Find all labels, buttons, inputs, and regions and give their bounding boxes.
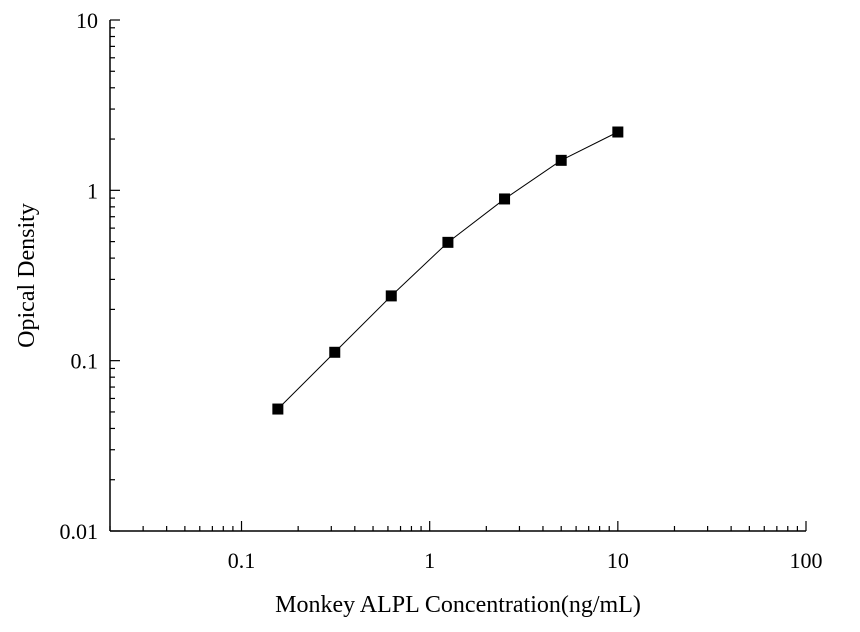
data-point-marker <box>442 236 454 248</box>
y-tick-label: 0.01 <box>60 519 99 544</box>
axes <box>109 20 806 532</box>
data-point-marker <box>329 346 341 358</box>
ticks <box>109 19 807 532</box>
y-axis-title: Opical Density <box>14 203 40 348</box>
data-point-marker <box>555 154 567 166</box>
y-tick-label: 10 <box>76 8 98 33</box>
tick-labels: 0.1 1 10 100 0.01 0.1 1 10 <box>60 8 823 573</box>
data-point-marker <box>272 403 284 415</box>
y-tick-label: 0.1 <box>71 349 99 374</box>
series-line <box>277 131 619 410</box>
data-point-marker <box>612 126 624 138</box>
x-axis-title: Monkey ALPL Concentration(ng/mL) <box>275 592 641 618</box>
y-tick-label: 1 <box>87 178 98 203</box>
x-tick-label: 0.1 <box>228 548 256 573</box>
data-point-marker <box>499 193 511 205</box>
x-tick-label: 1 <box>424 548 435 573</box>
data-point-marker <box>385 290 397 302</box>
series <box>272 126 624 415</box>
x-tick-label: 10 <box>607 548 629 573</box>
x-tick-label: 100 <box>790 548 823 573</box>
